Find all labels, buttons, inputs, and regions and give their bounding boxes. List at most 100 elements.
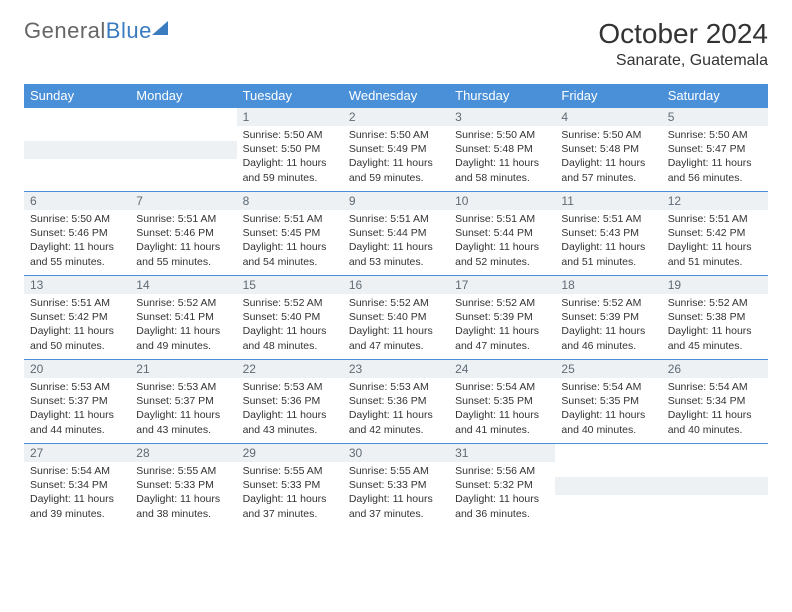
day-line-ss: Sunset: 5:40 PM (243, 310, 337, 324)
day-cell: 25Sunrise: 5:54 AMSunset: 5:35 PMDayligh… (555, 360, 661, 444)
day-line-sr: Sunrise: 5:50 AM (30, 212, 124, 226)
day-details: Sunrise: 5:50 AMSunset: 5:48 PMDaylight:… (555, 126, 661, 189)
weekday-header: Saturday (662, 84, 768, 108)
day-cell: 7Sunrise: 5:51 AMSunset: 5:46 PMDaylight… (130, 192, 236, 276)
day-line-ss: Sunset: 5:40 PM (349, 310, 443, 324)
day-line-ss: Sunset: 5:43 PM (561, 226, 655, 240)
day-number: 10 (449, 192, 555, 210)
day-line-sr: Sunrise: 5:52 AM (349, 296, 443, 310)
day-line-d2: and 45 minutes. (668, 339, 762, 353)
day-line-d2: and 49 minutes. (136, 339, 230, 353)
day-cell: 18Sunrise: 5:52 AMSunset: 5:39 PMDayligh… (555, 276, 661, 360)
day-line-ss: Sunset: 5:35 PM (455, 394, 549, 408)
day-line-d2: and 37 minutes. (243, 507, 337, 521)
day-number: 9 (343, 192, 449, 210)
weekday-header: Wednesday (343, 84, 449, 108)
day-cell: 16Sunrise: 5:52 AMSunset: 5:40 PMDayligh… (343, 276, 449, 360)
day-line-ss: Sunset: 5:44 PM (455, 226, 549, 240)
day-line-ss: Sunset: 5:34 PM (668, 394, 762, 408)
day-line-ss: Sunset: 5:41 PM (136, 310, 230, 324)
day-details: Sunrise: 5:54 AMSunset: 5:35 PMDaylight:… (449, 378, 555, 441)
day-details: Sunrise: 5:50 AMSunset: 5:49 PMDaylight:… (343, 126, 449, 189)
day-number: 4 (555, 108, 661, 126)
day-line-d1: Daylight: 11 hours (455, 156, 549, 170)
day-cell: 14Sunrise: 5:52 AMSunset: 5:41 PMDayligh… (130, 276, 236, 360)
day-line-ss: Sunset: 5:48 PM (561, 142, 655, 156)
day-line-ss: Sunset: 5:46 PM (30, 226, 124, 240)
day-line-d1: Daylight: 11 hours (455, 492, 549, 506)
day-number: 23 (343, 360, 449, 378)
day-cell: 19Sunrise: 5:52 AMSunset: 5:38 PMDayligh… (662, 276, 768, 360)
day-details: Sunrise: 5:55 AMSunset: 5:33 PMDaylight:… (130, 462, 236, 525)
day-number: 31 (449, 444, 555, 462)
empty-daynum (24, 141, 130, 159)
day-details: Sunrise: 5:52 AMSunset: 5:40 PMDaylight:… (237, 294, 343, 357)
day-line-d2: and 48 minutes. (243, 339, 337, 353)
day-line-d1: Daylight: 11 hours (136, 408, 230, 422)
day-number: 12 (662, 192, 768, 210)
day-line-ss: Sunset: 5:33 PM (243, 478, 337, 492)
day-line-d1: Daylight: 11 hours (30, 240, 124, 254)
day-details: Sunrise: 5:54 AMSunset: 5:34 PMDaylight:… (24, 462, 130, 525)
day-details: Sunrise: 5:52 AMSunset: 5:40 PMDaylight:… (343, 294, 449, 357)
day-number: 17 (449, 276, 555, 294)
day-line-d2: and 52 minutes. (455, 255, 549, 269)
day-cell: 11Sunrise: 5:51 AMSunset: 5:43 PMDayligh… (555, 192, 661, 276)
day-number: 3 (449, 108, 555, 126)
day-line-d2: and 39 minutes. (30, 507, 124, 521)
day-line-d2: and 58 minutes. (455, 171, 549, 185)
day-line-ss: Sunset: 5:34 PM (30, 478, 124, 492)
day-number: 20 (24, 360, 130, 378)
day-number: 27 (24, 444, 130, 462)
day-line-sr: Sunrise: 5:54 AM (668, 380, 762, 394)
day-number: 30 (343, 444, 449, 462)
day-number: 5 (662, 108, 768, 126)
day-line-ss: Sunset: 5:38 PM (668, 310, 762, 324)
day-line-ss: Sunset: 5:44 PM (349, 226, 443, 240)
day-details: Sunrise: 5:52 AMSunset: 5:39 PMDaylight:… (449, 294, 555, 357)
weekday-header: Thursday (449, 84, 555, 108)
day-number: 6 (24, 192, 130, 210)
day-line-d1: Daylight: 11 hours (455, 240, 549, 254)
logo-text-part1: General (24, 18, 106, 43)
day-line-sr: Sunrise: 5:50 AM (349, 128, 443, 142)
calendar-week: 13Sunrise: 5:51 AMSunset: 5:42 PMDayligh… (24, 276, 768, 360)
month-title: October 2024 (598, 18, 768, 50)
day-line-d1: Daylight: 11 hours (349, 492, 443, 506)
day-line-d2: and 41 minutes. (455, 423, 549, 437)
day-line-d2: and 53 minutes. (349, 255, 443, 269)
day-line-d1: Daylight: 11 hours (243, 408, 337, 422)
day-details: Sunrise: 5:53 AMSunset: 5:36 PMDaylight:… (237, 378, 343, 441)
day-line-sr: Sunrise: 5:52 AM (455, 296, 549, 310)
day-line-d1: Daylight: 11 hours (561, 156, 655, 170)
day-line-sr: Sunrise: 5:50 AM (561, 128, 655, 142)
day-line-d1: Daylight: 11 hours (349, 408, 443, 422)
day-line-sr: Sunrise: 5:51 AM (455, 212, 549, 226)
day-number: 11 (555, 192, 661, 210)
calendar-table: Sunday Monday Tuesday Wednesday Thursday… (24, 84, 768, 528)
calendar-week: 6Sunrise: 5:50 AMSunset: 5:46 PMDaylight… (24, 192, 768, 276)
day-line-d2: and 59 minutes. (243, 171, 337, 185)
day-line-d2: and 51 minutes. (668, 255, 762, 269)
day-line-sr: Sunrise: 5:55 AM (243, 464, 337, 478)
day-number: 21 (130, 360, 236, 378)
day-line-d1: Daylight: 11 hours (30, 492, 124, 506)
day-line-d2: and 44 minutes. (30, 423, 124, 437)
calendar-week: 1Sunrise: 5:50 AMSunset: 5:50 PMDaylight… (24, 108, 768, 192)
day-details: Sunrise: 5:53 AMSunset: 5:37 PMDaylight:… (130, 378, 236, 441)
day-details: Sunrise: 5:50 AMSunset: 5:46 PMDaylight:… (24, 210, 130, 273)
day-line-d2: and 46 minutes. (561, 339, 655, 353)
day-number: 24 (449, 360, 555, 378)
day-line-d2: and 43 minutes. (243, 423, 337, 437)
logo-text-part2: Blue (106, 18, 152, 43)
day-line-d1: Daylight: 11 hours (136, 492, 230, 506)
day-line-d2: and 47 minutes. (349, 339, 443, 353)
day-line-d1: Daylight: 11 hours (243, 324, 337, 338)
day-line-d1: Daylight: 11 hours (243, 492, 337, 506)
day-line-d2: and 47 minutes. (455, 339, 549, 353)
day-number: 14 (130, 276, 236, 294)
day-line-d2: and 36 minutes. (455, 507, 549, 521)
day-details: Sunrise: 5:52 AMSunset: 5:39 PMDaylight:… (555, 294, 661, 357)
day-line-sr: Sunrise: 5:53 AM (349, 380, 443, 394)
day-line-d1: Daylight: 11 hours (30, 408, 124, 422)
